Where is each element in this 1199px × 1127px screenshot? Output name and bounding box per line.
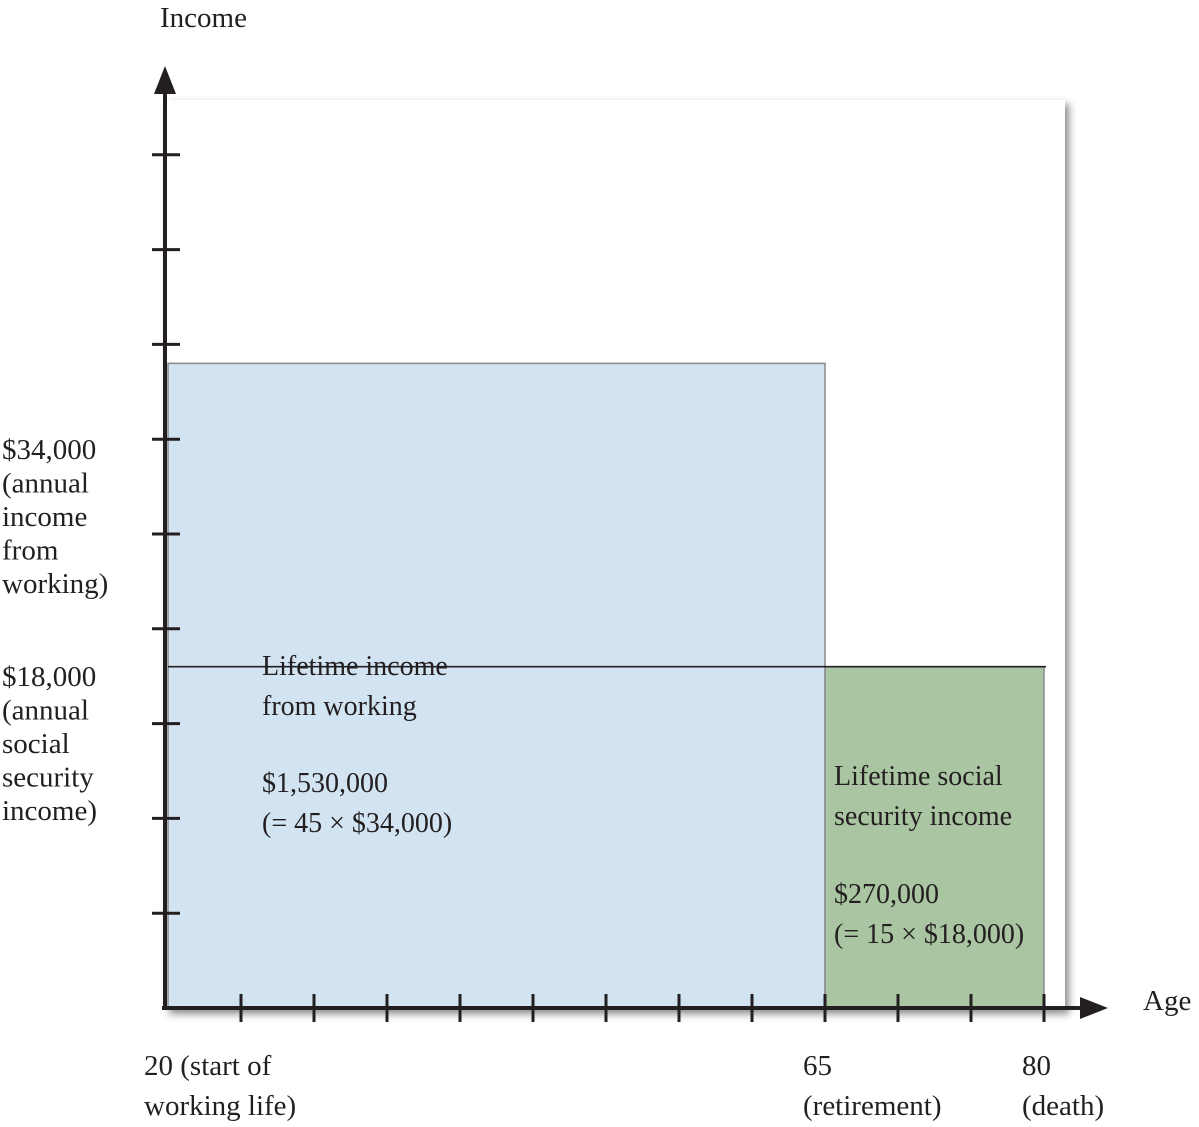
x-tick-label: (death) (1022, 1090, 1104, 1122)
x-axis-label: Age (1143, 985, 1191, 1017)
x-tick-labels: 20 (start of working life) 65 (retirement) 8… (144, 1050, 1104, 1122)
y-tick-label: $18,000 (2, 661, 96, 693)
y-tick-label: $34,000 (2, 434, 96, 466)
y-tick-label: income (2, 501, 87, 533)
social-security-label: security income (834, 801, 1012, 832)
x-tick-label: (retirement) (803, 1090, 941, 1122)
x-tick-label: working life) (144, 1090, 296, 1122)
y-axis-arrow (154, 66, 176, 94)
y-tick-label: income) (2, 795, 97, 827)
working-income-value: (= 45 × $34,000) (262, 808, 452, 839)
y-tick-labels: $34,000(annualincomefromworking)$18,000(… (2, 434, 108, 827)
social-security-value: $270,000 (834, 879, 939, 910)
x-tick-label: 20 (start of (144, 1050, 272, 1082)
y-tick-label: social (2, 728, 70, 760)
axes (154, 66, 1108, 1019)
x-axis-arrow (1080, 997, 1108, 1019)
y-tick-label: (annual (2, 468, 89, 500)
working-income-value: $1,530,000 (262, 768, 388, 799)
x-tick-label: 65 (803, 1050, 832, 1082)
y-tick-label: (annual (2, 695, 89, 727)
social-security-value: (= 15 × $18,000) (834, 919, 1024, 950)
y-axis-label: Income (160, 2, 247, 34)
y-tick-label: from (2, 535, 59, 567)
working-income-label: from working (262, 691, 417, 722)
working-income-label: Lifetime income (262, 651, 448, 682)
y-tick-label: security (2, 762, 94, 794)
tick-marks (152, 153, 1046, 1022)
region-annotations: Lifetime income from working $1,530,000 (= … (262, 651, 1024, 950)
social-security-region (824, 665, 1045, 1009)
y-tick-label: working) (2, 568, 108, 600)
income-regions (167, 362, 1045, 1009)
x-tick-label: 80 (1022, 1050, 1051, 1082)
social-security-label: Lifetime social (834, 761, 1003, 792)
working-income-region (167, 362, 826, 1009)
